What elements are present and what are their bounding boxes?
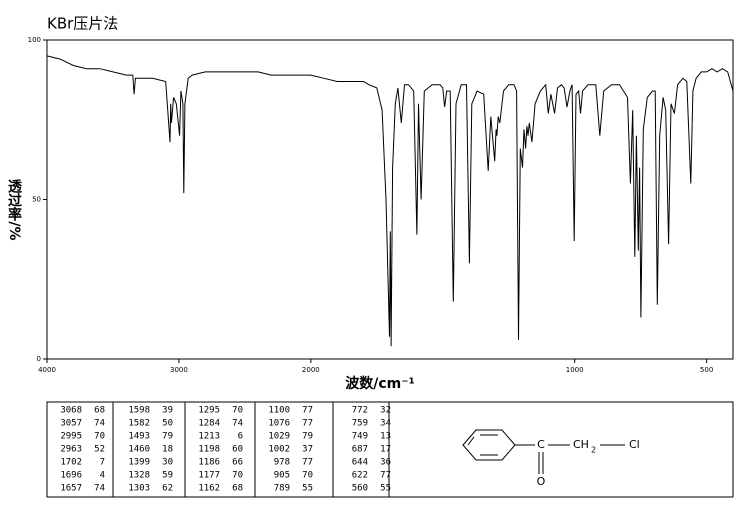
- atom-label: O: [537, 475, 546, 488]
- peak-wavenumber: 622: [352, 471, 368, 481]
- peak-transmittance: 79: [162, 432, 173, 442]
- peak-transmittance: 55: [302, 484, 313, 494]
- y-tick-label: 100: [28, 36, 41, 44]
- x-tick-label: 3000: [170, 366, 188, 374]
- peak-wavenumber: 759: [352, 419, 368, 429]
- peak-transmittance: 62: [162, 484, 173, 494]
- x-tick-label: 1000: [566, 366, 584, 374]
- peak-transmittance: 18: [162, 445, 173, 455]
- peak-wavenumber: 1303: [128, 484, 150, 494]
- peak-transmittance: 68: [232, 484, 243, 494]
- peak-transmittance: 68: [94, 406, 105, 416]
- y-axis-label: 透过率/%: [6, 179, 22, 240]
- peak-transmittance: 52: [94, 445, 105, 455]
- peak-wavenumber: 644: [352, 458, 368, 468]
- peak-transmittance: 70: [232, 471, 243, 481]
- peak-transmittance: 55: [380, 484, 391, 494]
- table-frame: [46, 401, 734, 498]
- peak-wavenumber: 1493: [128, 432, 150, 442]
- atom-label: CH: [573, 438, 589, 451]
- y-tick-label: 0: [37, 355, 41, 363]
- peak-wavenumber: 1213: [198, 432, 220, 442]
- x-tick-label: 500: [700, 366, 713, 374]
- peak-transmittance: 74: [94, 419, 105, 429]
- spectrum-line: [46, 55, 734, 347]
- peak-transmittance: 74: [94, 484, 105, 494]
- benzene-ring: [462, 429, 516, 461]
- peak-transmittance: 77: [302, 419, 313, 429]
- structure-drawing: [462, 429, 625, 474]
- peak-wavenumber: 1198: [198, 445, 220, 455]
- peak-wavenumber: 1076: [268, 419, 290, 429]
- peak-wavenumber: 1399: [128, 458, 150, 468]
- peak-wavenumber: 1598: [128, 406, 150, 416]
- peak-wavenumber: 749: [352, 432, 368, 442]
- peak-transmittance: 7: [100, 458, 105, 468]
- chart-title: KBr压片法: [47, 15, 118, 33]
- peak-transmittance: 77: [302, 458, 313, 468]
- atom-label: Cl: [629, 438, 640, 451]
- peak-transmittance: 17: [380, 445, 391, 455]
- peak-transmittance: 39: [162, 406, 173, 416]
- peak-wavenumber: 905: [274, 471, 290, 481]
- x-tick-label: 4000: [38, 366, 56, 374]
- peak-transmittance: 34: [380, 419, 391, 429]
- peak-transmittance: 30: [162, 458, 173, 468]
- peak-transmittance: 79: [302, 432, 313, 442]
- peak-transmittance: 77: [302, 406, 313, 416]
- peak-wavenumber: 1328: [128, 471, 150, 481]
- peak-wavenumber: 1696: [60, 471, 82, 481]
- atom-label: C: [537, 438, 545, 451]
- peak-wavenumber: 772: [352, 406, 368, 416]
- peak-wavenumber: 3068: [60, 406, 82, 416]
- peak-transmittance: 36: [380, 458, 391, 468]
- peak-wavenumber: 1284: [198, 419, 220, 429]
- peak-wavenumber: 1186: [198, 458, 220, 468]
- peak-wavenumber: 3057: [60, 419, 82, 429]
- peak-transmittance: 70: [302, 471, 313, 481]
- peak-transmittance: 37: [302, 445, 313, 455]
- peak-transmittance: 74: [232, 419, 243, 429]
- peak-wavenumber: 1657: [60, 484, 82, 494]
- ring-bond: [467, 436, 475, 446]
- peak-wavenumber: 1582: [128, 419, 150, 429]
- peak-wavenumber: 1177: [198, 471, 220, 481]
- atom-subscript: 2: [591, 446, 596, 455]
- peak-wavenumber: 789: [274, 484, 290, 494]
- peak-wavenumber: 687: [352, 445, 368, 455]
- x-tick-label: 2000: [302, 366, 320, 374]
- peak-transmittance: 70: [232, 406, 243, 416]
- y-tick-label: 50: [32, 196, 41, 204]
- peak-transmittance: 4: [100, 471, 105, 481]
- peak-transmittance: 13: [380, 432, 391, 442]
- peak-transmittance: 70: [94, 432, 105, 442]
- peak-transmittance: 59: [162, 471, 173, 481]
- peak-wavenumber: 2963: [60, 445, 82, 455]
- peak-transmittance: 66: [232, 458, 243, 468]
- peak-wavenumber: 1029: [268, 432, 290, 442]
- peak-wavenumber: 1162: [198, 484, 220, 494]
- peak-wavenumber: 978: [274, 458, 290, 468]
- peak-transmittance: 32: [380, 406, 391, 416]
- peak-transmittance: 60: [232, 445, 243, 455]
- peak-wavenumber: 2995: [60, 432, 82, 442]
- peak-wavenumber: 1295: [198, 406, 220, 416]
- peak-wavenumber: 1002: [268, 445, 290, 455]
- peak-transmittance: 50: [162, 419, 173, 429]
- peak-transmittance: 6: [238, 432, 243, 442]
- peak-wavenumber: 1100: [268, 406, 290, 416]
- peak-transmittance: 77: [380, 471, 391, 481]
- peak-wavenumber: 560: [352, 484, 368, 494]
- table-dividers: [112, 402, 390, 497]
- x-axis-label: 波数/cm⁻¹: [345, 375, 415, 392]
- peak-wavenumber: 1460: [128, 445, 150, 455]
- peak-wavenumber: 1702: [60, 458, 82, 468]
